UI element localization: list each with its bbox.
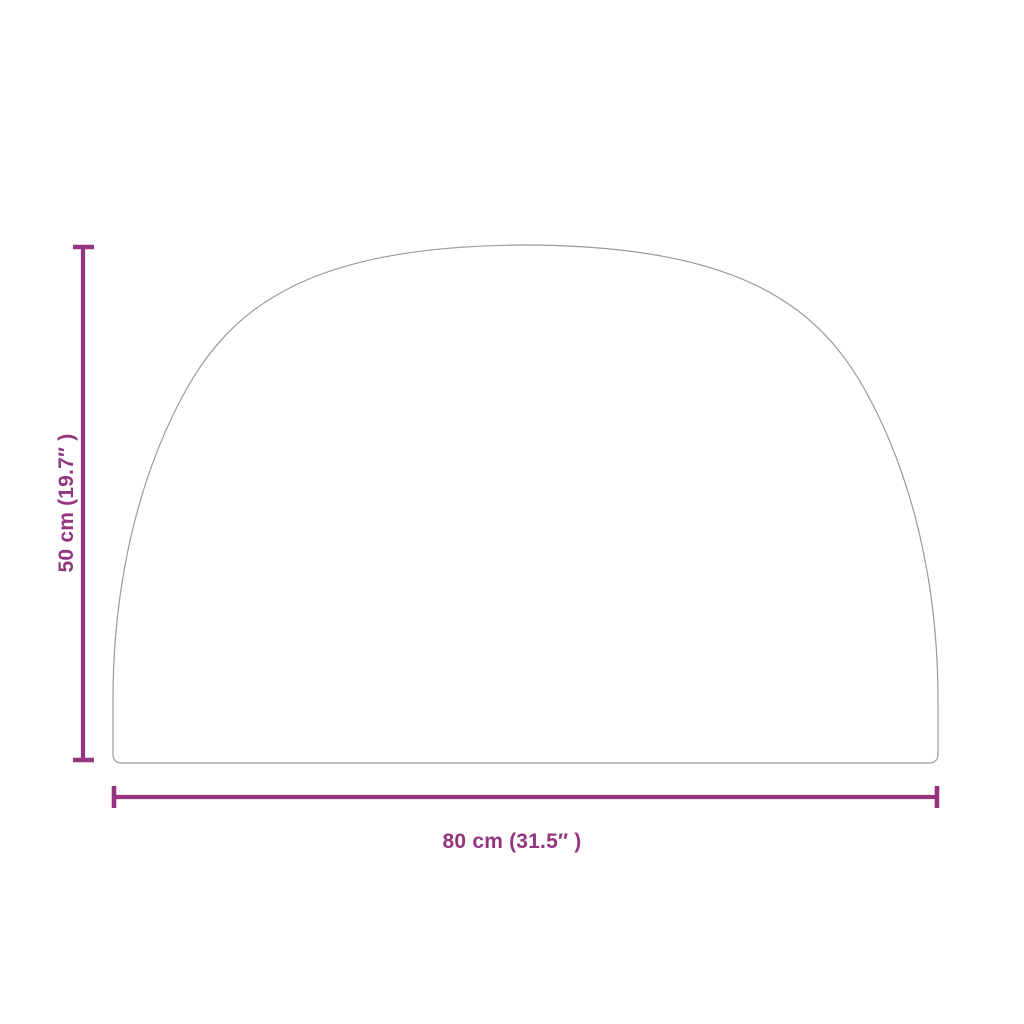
width-dimension-group [111,786,940,808]
height-dimension-label: 50 cm (19.7″ ) [55,433,78,573]
width-dimension-label: 80 cm (31.5″ ) [442,830,582,853]
product-outline-path [112,244,939,764]
height-dimension-group [73,244,94,763]
